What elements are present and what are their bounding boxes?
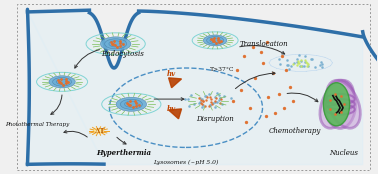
Polygon shape xyxy=(28,10,363,165)
Ellipse shape xyxy=(327,80,360,128)
Text: Disruption: Disruption xyxy=(196,115,234,123)
Ellipse shape xyxy=(109,41,122,47)
Text: T>37°C: T>37°C xyxy=(210,67,235,72)
Ellipse shape xyxy=(49,76,75,88)
Text: Endocytosis: Endocytosis xyxy=(101,50,144,58)
Ellipse shape xyxy=(207,37,224,44)
Ellipse shape xyxy=(120,99,143,109)
Ellipse shape xyxy=(323,83,350,126)
Text: Nucleus: Nucleus xyxy=(329,149,358,157)
Ellipse shape xyxy=(56,79,68,84)
Ellipse shape xyxy=(203,35,227,46)
Ellipse shape xyxy=(125,101,138,107)
Ellipse shape xyxy=(101,37,131,51)
Polygon shape xyxy=(169,109,181,119)
Text: Photothermal Therapy: Photothermal Therapy xyxy=(6,122,70,128)
Text: Lysosomes (~pH 5.0): Lysosomes (~pH 5.0) xyxy=(153,159,219,165)
Ellipse shape xyxy=(325,80,356,128)
Polygon shape xyxy=(169,78,181,88)
Ellipse shape xyxy=(53,77,71,86)
Text: Chemotherapy: Chemotherapy xyxy=(269,127,322,135)
Text: hv: hv xyxy=(167,70,176,78)
Ellipse shape xyxy=(320,80,354,128)
Text: hv: hv xyxy=(167,105,176,113)
Text: ΔT: ΔT xyxy=(95,127,106,135)
Text: Translocation: Translocation xyxy=(240,40,289,48)
Text: Hyperthermia: Hyperthermia xyxy=(96,149,152,157)
Ellipse shape xyxy=(210,38,220,43)
Circle shape xyxy=(94,129,103,133)
Ellipse shape xyxy=(105,39,127,49)
Ellipse shape xyxy=(116,97,147,111)
